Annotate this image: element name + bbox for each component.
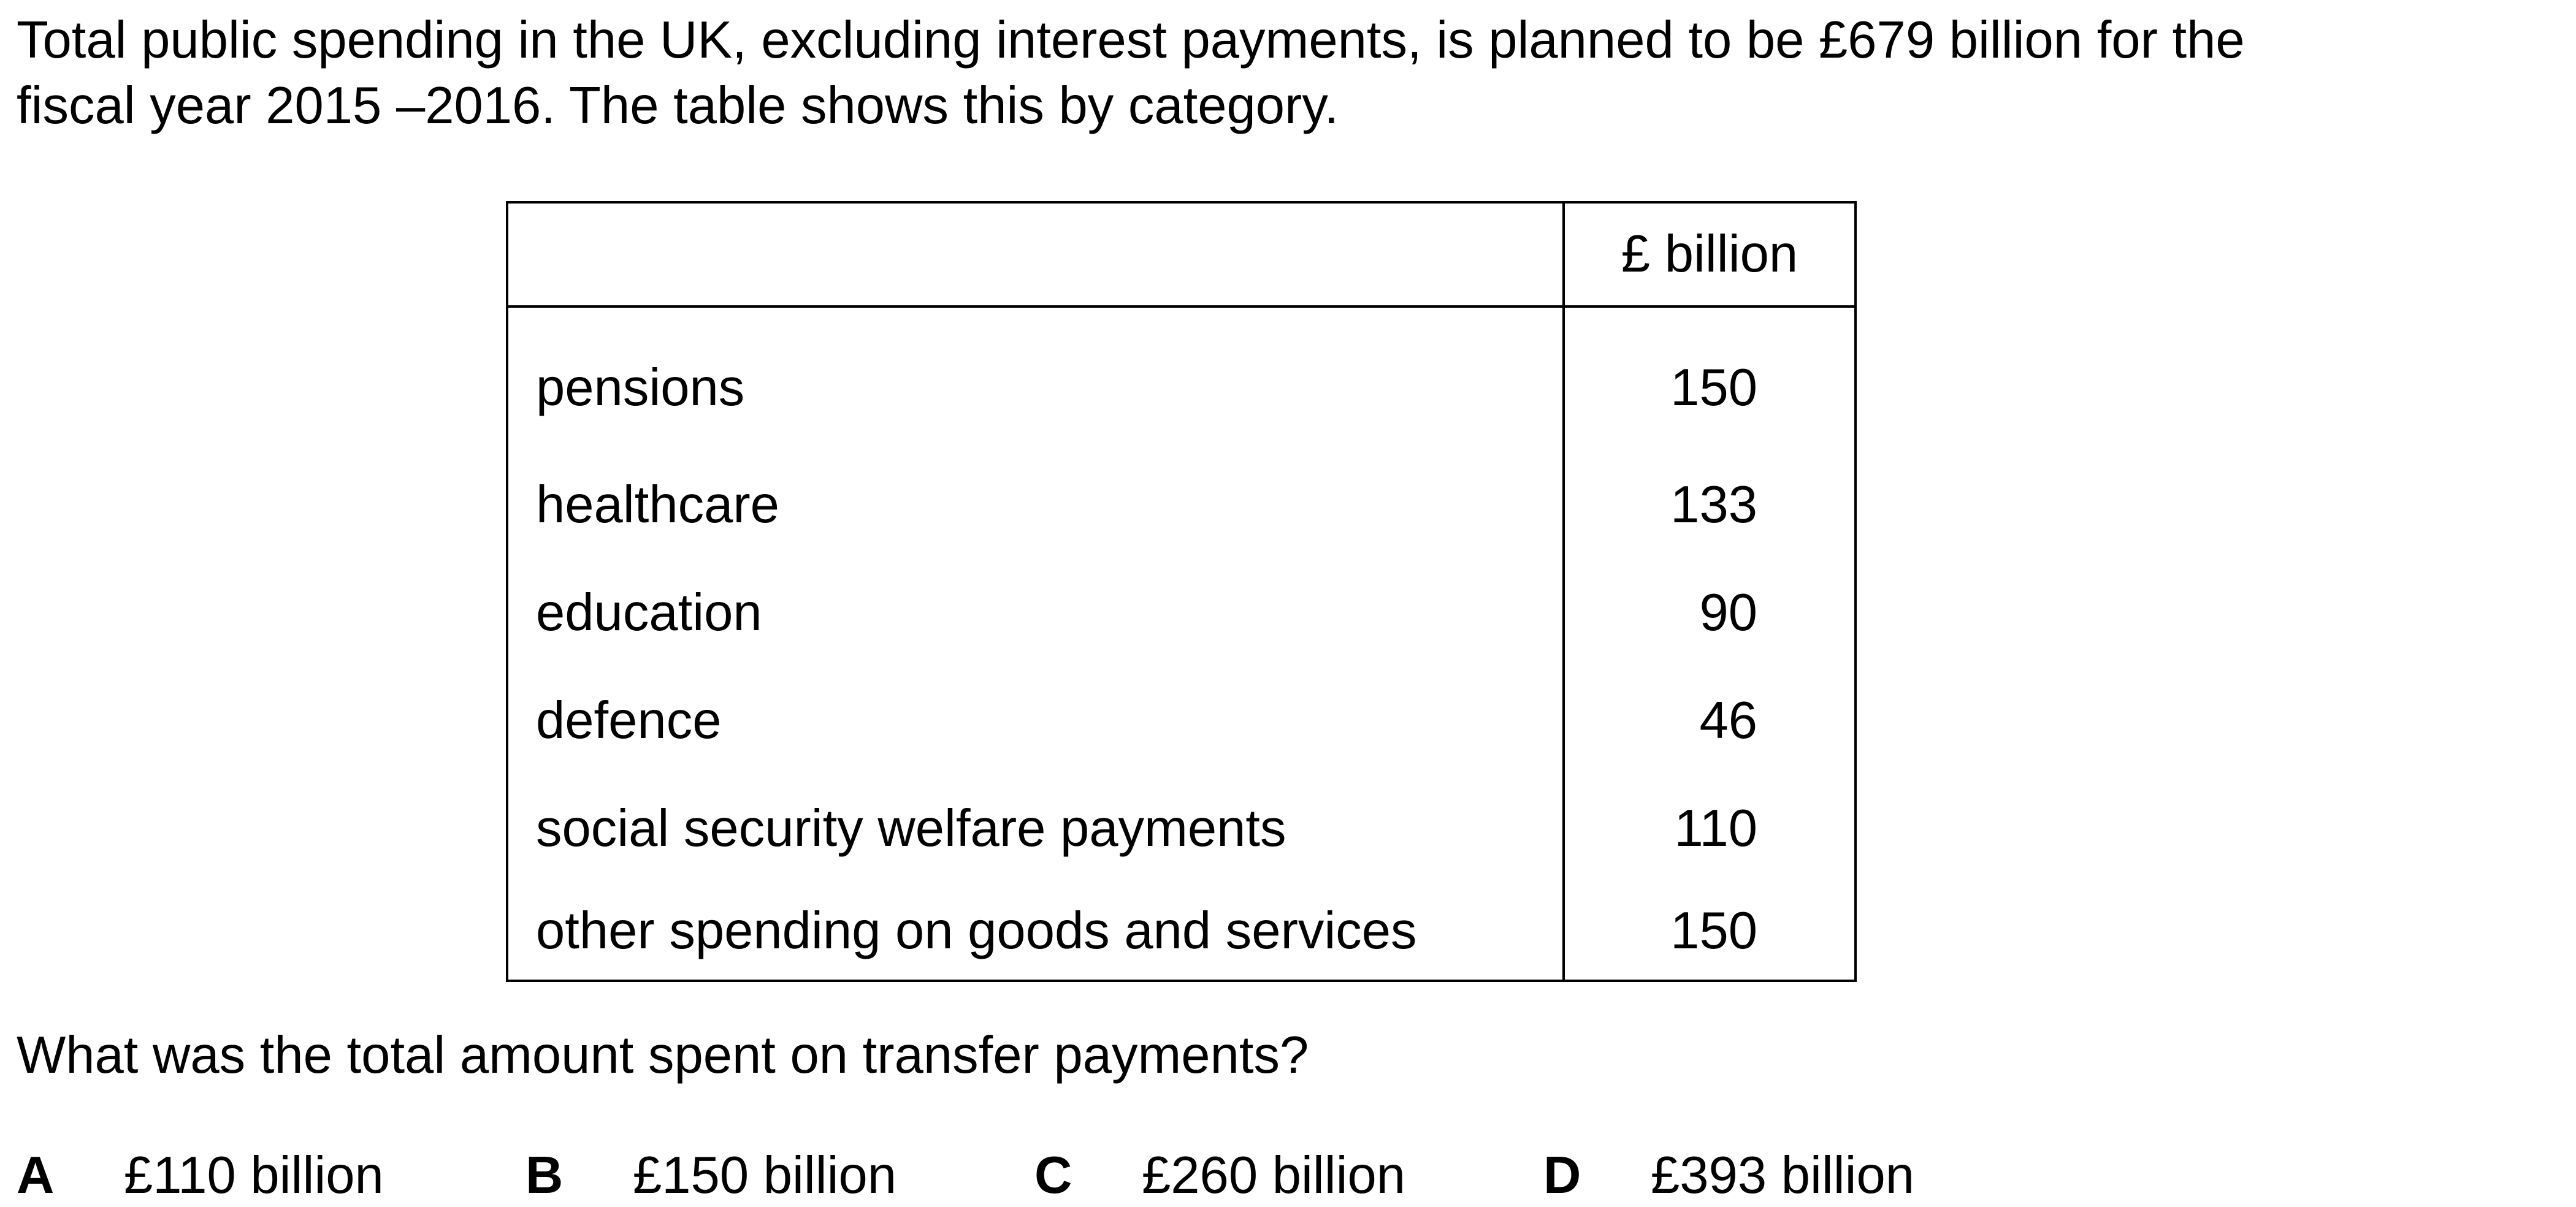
option-letter: B [526,1146,564,1205]
table-row: education 90 [506,559,1857,667]
option-text: £260 billion [1142,1146,1406,1205]
option-letter: D [1543,1146,1581,1205]
row-value: 90 [1562,559,1857,667]
table-row: defence 46 [506,667,1857,775]
row-category: education [506,559,1565,667]
table-header-row: £ billion [506,201,1857,308]
row-category: social security welfare payments [506,775,1565,883]
intro-line-2: fiscal year 2015 –2016. The table shows … [17,77,1339,135]
question-text: What was the total amount spent on trans… [17,1026,1309,1084]
answer-options: A £110 billion B £150 billion C £260 bil… [17,1145,2052,1206]
row-value: 133 [1562,451,1857,559]
row-value: 150 [1562,883,1857,982]
option-letter: C [1034,1146,1072,1205]
row-category: defence [506,667,1565,775]
option-c[interactable]: C £260 billion [1034,1145,1543,1206]
table-row: pensions 150 [506,307,1857,451]
option-text: £150 billion [633,1146,897,1205]
option-d[interactable]: D £393 billion [1543,1145,2052,1206]
spending-table: £ billion pensions 150 healthcare 133 ed… [506,201,1857,982]
row-category: healthcare [506,451,1565,559]
intro-text: Total public spending in the UK, excludi… [17,7,2531,139]
row-category: pensions [506,307,1565,451]
option-text: £393 billion [1651,1146,1915,1205]
option-a[interactable]: A £110 billion [17,1145,526,1206]
option-letter: A [17,1146,55,1205]
intro-line-1: Total public spending in the UK, excludi… [17,11,2245,69]
table-row: social security welfare payments 110 [506,775,1857,883]
option-text: £110 billion [124,1146,384,1205]
row-value: 46 [1562,667,1857,775]
table-row: healthcare 133 [506,451,1857,559]
option-b[interactable]: B £150 billion [526,1145,1034,1206]
row-value: 150 [1562,307,1857,451]
table-row: other spending on goods and services 150 [506,883,1857,982]
row-category: other spending on goods and services [506,883,1565,982]
row-value: 110 [1562,775,1857,883]
header-unit: £ billion [1562,201,1857,308]
header-category [506,201,1565,308]
